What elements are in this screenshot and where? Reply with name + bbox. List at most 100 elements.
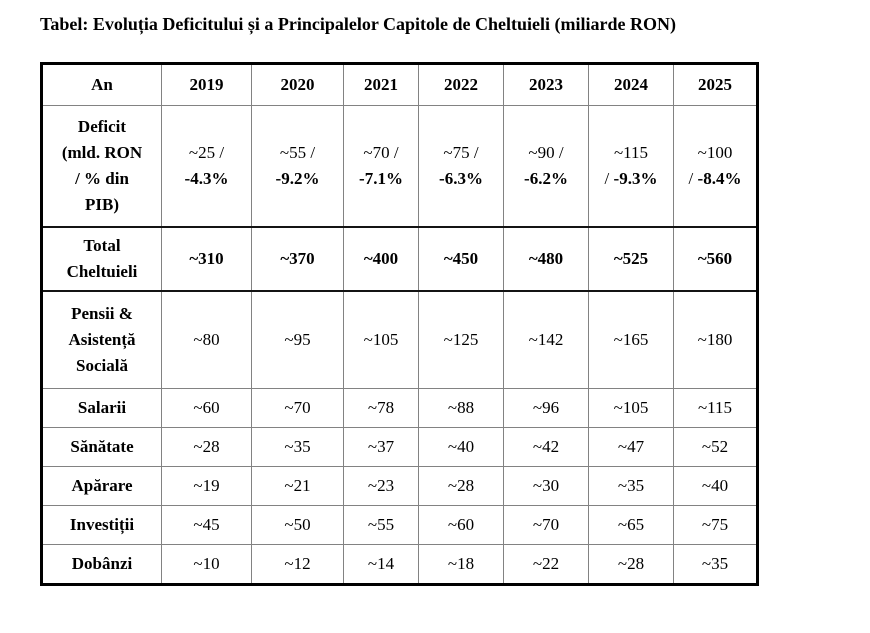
value-cell: ~78 xyxy=(343,388,419,428)
header-cell-year: 2024 xyxy=(588,63,674,106)
deficit-amount: ~25 / xyxy=(188,143,225,162)
budget-table: An 2019 2020 2021 2022 2023 2024 2025 Deficit (… xyxy=(40,62,759,586)
table-row: Total Cheltuieli ~310 ~370 ~400 ~450 ~480 ~525… xyxy=(41,226,758,292)
row-label: Pensii & Asistență Socială xyxy=(41,290,162,389)
row-label: Apărare xyxy=(41,466,162,506)
header-cell-year: 2025 xyxy=(673,63,758,106)
value-cell: ~25 / -4.3% xyxy=(161,105,252,228)
value-cell: ~370 xyxy=(251,226,344,292)
value-cell: ~75 xyxy=(673,505,758,545)
deficit-percent-line: -6.3% xyxy=(421,166,501,192)
value-cell: ~115 / -9.3% xyxy=(588,105,674,228)
value-cell: ~180 xyxy=(673,290,758,389)
row-label: Sănătate xyxy=(41,427,162,467)
value-cell: ~14 xyxy=(343,544,419,585)
value-cell: ~60 xyxy=(418,505,504,545)
table-row: Sănătate ~28 ~35 ~37 ~40 ~42 ~47 ~52 xyxy=(41,427,758,467)
header-cell-an: An xyxy=(41,63,162,106)
table-row: Apărare ~19 ~21 ~23 ~28 ~30 ~35 ~40 xyxy=(41,466,758,506)
value-cell: ~65 xyxy=(588,505,674,545)
value-cell: ~21 xyxy=(251,466,344,506)
value-cell: ~70 xyxy=(503,505,589,545)
deficit-amount: ~90 / xyxy=(528,143,564,162)
value-cell: ~105 xyxy=(588,388,674,428)
header-cell-year: 2020 xyxy=(251,63,344,106)
value-cell: ~400 xyxy=(343,226,419,292)
row-label: Total Cheltuieli xyxy=(41,226,162,292)
value-cell: ~450 xyxy=(418,226,504,292)
deficit-amount: ~70 / xyxy=(363,143,399,162)
value-cell: ~105 xyxy=(343,290,419,389)
value-cell: ~30 xyxy=(503,466,589,506)
value-cell: ~10 xyxy=(161,544,252,585)
row-label: Dobânzi xyxy=(41,544,162,585)
value-cell: ~28 xyxy=(588,544,674,585)
value-cell: ~560 xyxy=(673,226,758,292)
value-cell: ~42 xyxy=(503,427,589,467)
value-cell: ~115 xyxy=(673,388,758,428)
value-cell: ~12 xyxy=(251,544,344,585)
deficit-percent-line: -6.2% xyxy=(506,166,586,192)
header-cell-year: 2022 xyxy=(418,63,504,106)
deficit-amount: ~115 xyxy=(613,143,649,162)
value-cell: ~88 xyxy=(418,388,504,428)
deficit-percent-value: -7.1% xyxy=(359,169,403,188)
deficit-percent-value: -8.4% xyxy=(697,169,742,188)
value-cell: ~55 / -9.2% xyxy=(251,105,344,228)
deficit-percent-prefix: / xyxy=(688,169,698,188)
value-cell: ~23 xyxy=(343,466,419,506)
value-cell: ~100 / -8.4% xyxy=(673,105,758,228)
value-cell: ~50 xyxy=(251,505,344,545)
value-cell: ~45 xyxy=(161,505,252,545)
value-cell: ~75 / -6.3% xyxy=(418,105,504,228)
deficit-percent-line: / -8.4% xyxy=(676,166,754,192)
value-cell: ~37 xyxy=(343,427,419,467)
value-cell: ~28 xyxy=(418,466,504,506)
value-cell: ~28 xyxy=(161,427,252,467)
value-cell: ~70 xyxy=(251,388,344,428)
value-cell: ~22 xyxy=(503,544,589,585)
deficit-percent-line: -9.2% xyxy=(254,166,341,192)
value-cell: ~165 xyxy=(588,290,674,389)
value-cell: ~35 xyxy=(588,466,674,506)
value-cell: ~40 xyxy=(418,427,504,467)
deficit-percent-line: -4.3% xyxy=(164,166,249,192)
value-cell: ~125 xyxy=(418,290,504,389)
deficit-percent-line: -7.1% xyxy=(346,166,416,192)
deficit-percent-value: -9.3% xyxy=(613,169,658,188)
value-cell: ~40 xyxy=(673,466,758,506)
header-cell-year: 2023 xyxy=(503,63,589,106)
value-cell: ~90 / -6.2% xyxy=(503,105,589,228)
table-header-row: An 2019 2020 2021 2022 2023 2024 2025 xyxy=(41,63,758,106)
header-cell-year: 2019 xyxy=(161,63,252,106)
value-cell: ~19 xyxy=(161,466,252,506)
table-title: Tabel: Evoluția Deficitului și a Princip… xyxy=(40,14,676,34)
value-cell: ~95 xyxy=(251,290,344,389)
value-cell: ~55 xyxy=(343,505,419,545)
value-cell: ~35 xyxy=(673,544,758,585)
table-row: Salarii ~60 ~70 ~78 ~88 ~96 ~105 ~115 xyxy=(41,388,758,428)
value-cell: ~142 xyxy=(503,290,589,389)
table-row: Deficit (mld. RON / % din PIB) ~25 / -4.3%… xyxy=(41,105,758,228)
table-row: Pensii & Asistență Socială ~80 ~95 ~105 ~125… xyxy=(41,290,758,389)
row-label: Salarii xyxy=(41,388,162,428)
value-cell: ~96 xyxy=(503,388,589,428)
deficit-amount: ~55 / xyxy=(279,143,316,162)
value-cell: ~35 xyxy=(251,427,344,467)
table-row: Investiții ~45 ~50 ~55 ~60 ~70 ~65 ~75 xyxy=(41,505,758,545)
deficit-amount: ~75 / xyxy=(443,143,479,162)
row-label: Investiții xyxy=(41,505,162,545)
value-cell: ~525 xyxy=(588,226,674,292)
deficit-percent-value: -4.3% xyxy=(184,169,229,188)
value-cell: ~60 xyxy=(161,388,252,428)
value-cell: ~52 xyxy=(673,427,758,467)
header-cell-year: 2021 xyxy=(343,63,419,106)
value-cell: ~70 / -7.1% xyxy=(343,105,419,228)
deficit-percent-value: -9.2% xyxy=(275,169,320,188)
table-row: Dobânzi ~10 ~12 ~14 ~18 ~22 ~28 ~35 xyxy=(41,544,758,585)
value-cell: ~310 xyxy=(161,226,252,292)
deficit-percent-line: / -9.3% xyxy=(591,166,671,192)
value-cell: ~80 xyxy=(161,290,252,389)
row-label: Deficit (mld. RON / % din PIB) xyxy=(41,105,162,228)
